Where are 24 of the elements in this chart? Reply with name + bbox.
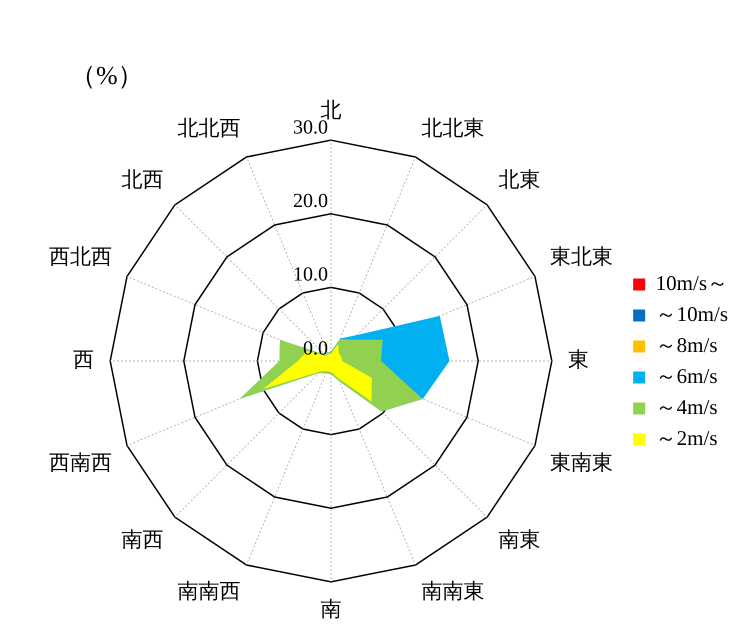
y-tick-label: 10.0: [293, 264, 328, 286]
legend-label: ～8m/s: [656, 333, 718, 358]
spoke-label: 東: [568, 348, 589, 372]
text: （%）: [70, 60, 144, 90]
spoke-label: 北北西: [177, 116, 240, 140]
spoke-label: 北西: [122, 167, 164, 192]
legend-label: ～4m/s: [656, 395, 718, 420]
spoke-label: 東北東: [550, 244, 613, 268]
spoke-label: 南南西: [177, 578, 240, 603]
legend-label: 10m/s～: [656, 271, 728, 296]
legend-label: ～6m/s: [656, 364, 718, 388]
spoke-label: 西: [73, 348, 94, 372]
spoke-label: 南南東: [422, 578, 485, 603]
legend-label: ～2m/s: [656, 426, 718, 450]
spoke-label: 西南西: [49, 450, 112, 475]
spoke-label: 東南東: [550, 450, 613, 475]
spoke-label: 南西: [122, 528, 164, 552]
spoke-label: 南: [320, 596, 342, 621]
legend-label: ～10m/s: [656, 302, 728, 326]
spoke-label: 北東: [498, 167, 540, 192]
spoke-label: 北北東: [422, 116, 485, 140]
spoke-label: 西北西: [49, 244, 112, 268]
spoke-label: 南東: [498, 528, 540, 552]
y-tick-label: 20.0: [293, 190, 328, 212]
